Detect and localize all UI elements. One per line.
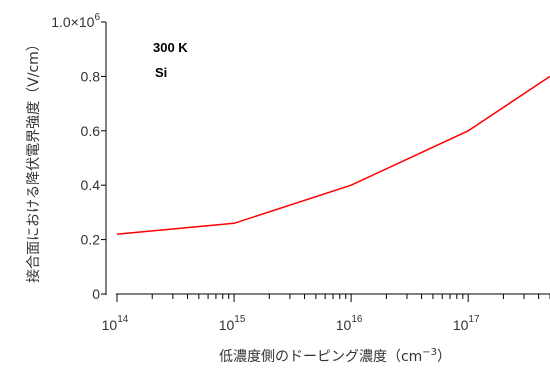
y-tick-label: 0 <box>92 286 100 302</box>
y-tick-label: 0.4 <box>81 177 101 193</box>
series-line <box>116 75 550 235</box>
y-axis: 0 0.2 0.4 0.6 0.8 1.0×106 <box>51 12 107 302</box>
x-tick-label: 1017 <box>453 314 480 333</box>
y-tick-label: 0.6 <box>81 123 101 139</box>
y-tick-label: 0.8 <box>81 68 101 84</box>
annotation-temperature: 300 K <box>153 40 188 55</box>
x-tick-label: 1016 <box>336 314 363 333</box>
x-axis: 1014 1015 1016 1017 <box>102 293 550 333</box>
x-axis-title: 低濃度側のドーピング濃度（cm−3） <box>219 347 451 365</box>
y-axis-title: 接合面における降伏電界強度（V/cm） <box>25 37 42 283</box>
y-tick-label-top: 1.0×106 <box>51 12 100 30</box>
x-tick-label: 1015 <box>219 314 246 333</box>
x-tick-label: 1014 <box>102 314 129 333</box>
annotation-material: Si <box>155 65 167 80</box>
y-tick-label: 0.2 <box>81 232 101 248</box>
